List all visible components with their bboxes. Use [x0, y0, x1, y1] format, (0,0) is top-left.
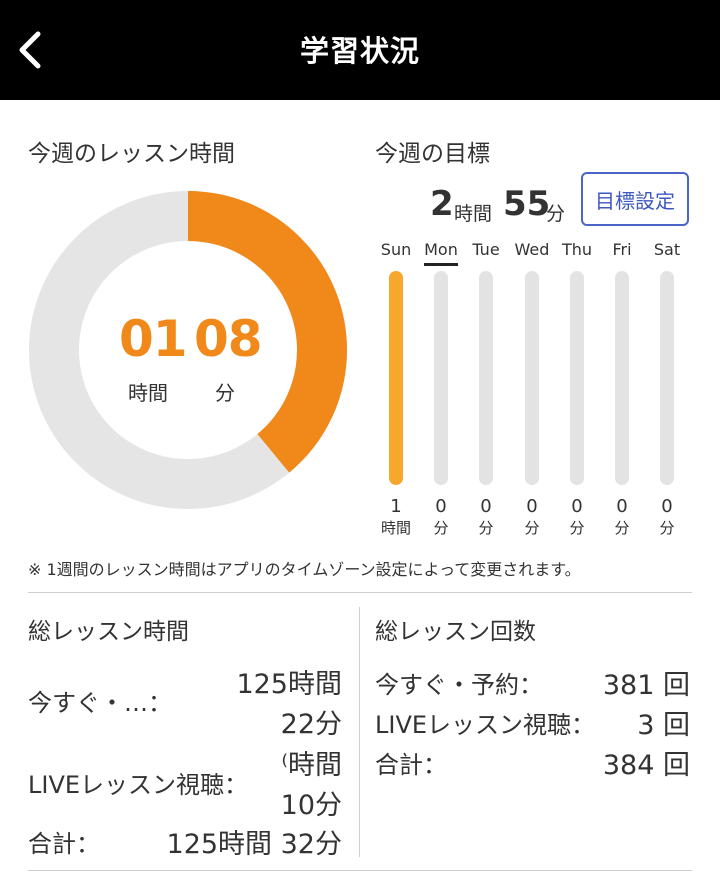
total-time-instant-hours: 125時間	[236, 669, 342, 700]
total-count-instant-value: 381 回	[602, 670, 690, 701]
total-time-live-label: LIVEレッスン視聴：	[28, 771, 249, 799]
bar-unit-tue: 分	[478, 519, 494, 537]
weekly-hours-unit: 時間	[128, 381, 168, 405]
ring-progress	[29, 191, 347, 509]
bar-track-wed	[525, 271, 539, 485]
bar-value-sat: 0	[661, 496, 673, 517]
timezone-note: ※ 1週間のレッスン時間はアプリのタイムゾーン設定によって変更されます。	[28, 560, 581, 579]
total-time-label: 総レッスン時間	[28, 619, 189, 645]
bottom-divider	[28, 870, 692, 871]
day-label-tue: Tue	[472, 240, 500, 259]
total-time-sum-label: 合計：	[28, 830, 100, 858]
total-count-live-value: 3 回	[637, 710, 690, 741]
weekly-minutes-value: 08	[194, 310, 263, 368]
weekly-lesson-label: 今週のレッスン時間	[28, 141, 235, 167]
bar-track-tue	[479, 271, 493, 485]
bar-track-fri	[615, 271, 629, 485]
total-time-instant-minutes: 22分	[280, 709, 342, 740]
total-time-instant-label: 今すぐ・…：	[28, 689, 172, 717]
goal-hours-unit: 時間	[454, 203, 493, 225]
total-time-live-minutes: 10分	[280, 790, 342, 821]
chevron-left-icon[interactable]	[14, 30, 48, 70]
day-label-sat: Sat	[653, 240, 681, 259]
total-count-sum-value: 384 回	[602, 750, 690, 781]
current-day-indicator	[424, 263, 458, 266]
bar-value-wed: 0	[526, 496, 538, 517]
total-count-label: 総レッスン回数	[375, 619, 536, 645]
bar-value-thu: 0	[571, 496, 583, 517]
total-count-sum-label: 合計：	[375, 751, 447, 779]
bar-unit-thu: 分	[569, 519, 585, 537]
bar-fill-sun	[389, 271, 403, 485]
bar-track-sat	[660, 271, 674, 485]
vertical-divider	[359, 607, 360, 857]
bar-unit-mon: 分	[433, 519, 449, 537]
bar-unit-sun: 時間	[380, 519, 411, 537]
day-label-mon: Mon	[424, 240, 458, 259]
day-label-thu: Thu	[561, 240, 593, 259]
bar-value-sun: 1	[390, 496, 402, 517]
weekly-minutes-unit: 分	[215, 381, 235, 405]
goal-minutes-unit: 分	[546, 203, 566, 225]
bar-unit-wed: 分	[524, 519, 540, 537]
total-time-live-hours: ⁽時間	[281, 750, 342, 781]
weekly-lesson-ring	[29, 191, 347, 509]
bar-unit-sat: 分	[659, 519, 675, 537]
weekly-hours-value: 01	[119, 310, 188, 368]
header-bar: 学習状況	[0, 0, 720, 100]
bar-value-mon: 0	[435, 496, 447, 517]
page-title: 学習状況	[299, 34, 420, 68]
bar-track-thu	[570, 271, 584, 485]
bar-value-fri: 0	[616, 496, 628, 517]
goal-minutes-value: 55	[503, 184, 551, 224]
weekly-goal-label: 今週の目標	[375, 141, 490, 167]
total-time-sum-value: 125時間 32分	[166, 829, 342, 860]
goal-setting-button[interactable]: 目標設定	[581, 172, 689, 226]
bar-track-mon	[434, 271, 448, 485]
day-label-wed: Wed	[514, 240, 550, 259]
total-count-instant-label: 今すぐ・予約：	[375, 671, 543, 699]
day-label-fri: Fri	[612, 240, 632, 259]
day-label-sun: Sun	[380, 240, 412, 259]
goal-hours-value: 2	[430, 184, 454, 224]
total-count-live-label: LIVEレッスン視聴：	[375, 711, 596, 739]
bar-unit-fri: 分	[614, 519, 630, 537]
bar-value-tue: 0	[480, 496, 492, 517]
divider	[28, 592, 692, 593]
